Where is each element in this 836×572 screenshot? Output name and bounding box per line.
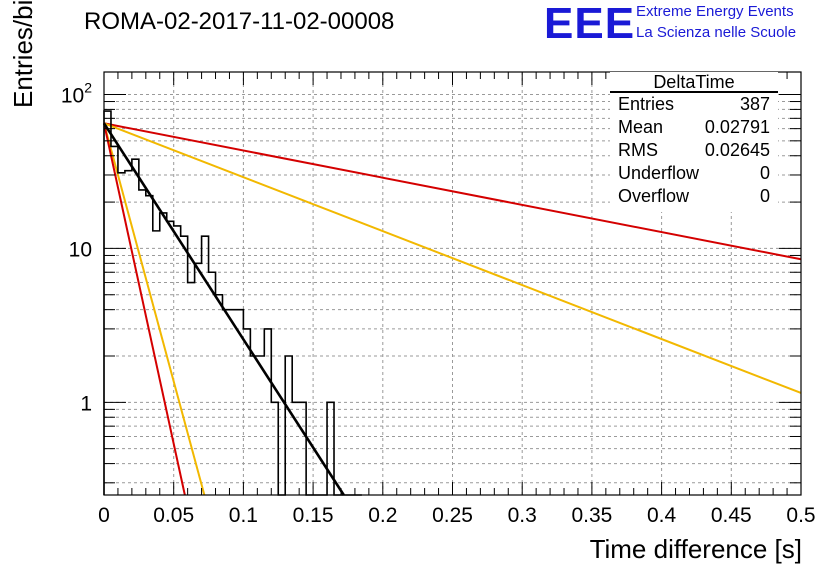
stats-row-label: Entries xyxy=(618,94,674,114)
stats-row-value: 0.02791 xyxy=(705,117,770,137)
x-tick-label: 0.3 xyxy=(508,504,537,527)
x-tick-label: 0.25 xyxy=(432,504,473,527)
logo-subtitle-2: La Scienza nelle Scuole xyxy=(636,24,797,41)
y-tick-label: 102 xyxy=(61,79,92,107)
stats-row-label: Mean xyxy=(618,117,663,137)
stats-row-value: 0 xyxy=(760,163,770,183)
stats-row-value: 0.02645 xyxy=(705,140,770,160)
x-tick-label: 0.15 xyxy=(293,504,334,527)
y-tick-label: 10 xyxy=(69,238,92,261)
eee-logo: EEE xyxy=(544,0,636,48)
x-tick-label: 0.1 xyxy=(229,504,258,527)
stats-box-bg xyxy=(610,72,778,212)
x-axis-label: Time difference [s] xyxy=(589,534,802,564)
histogram-bins xyxy=(103,110,362,496)
logo-subtitle-1: Extreme Energy Events xyxy=(636,3,794,20)
x-tick-label: 0.45 xyxy=(711,504,752,527)
curve-red-0 xyxy=(103,122,802,261)
x-tick-label: 0.35 xyxy=(571,504,612,527)
axes: 0 0.05 0.1 0.15 0.2 0.25 0.3 0.35 0.4 0.45 0.5 1 10 1… xyxy=(61,71,816,527)
curve-orange-2 xyxy=(103,123,206,496)
histogram xyxy=(103,110,362,496)
x-tick-label: 0.05 xyxy=(153,504,194,527)
stats-box-title: DeltaTime xyxy=(653,72,734,92)
x-tick-label: 0.4 xyxy=(647,504,677,527)
y-tick-label: 1 xyxy=(80,392,92,415)
stats-row-value: 0 xyxy=(760,186,770,206)
stats-row-label: Overflow xyxy=(618,186,690,206)
x-tick-label: 0.2 xyxy=(368,504,397,527)
stats-row-label: Underflow xyxy=(618,163,700,183)
stats-row-label: RMS xyxy=(618,140,658,160)
chart-title: ROMA-02-2017-11-02-00008 xyxy=(84,8,395,35)
x-tick-label: 0.5 xyxy=(786,504,815,527)
x-tick-label: 0 xyxy=(98,504,110,527)
curve-orange-1 xyxy=(103,122,802,394)
curve-red-3 xyxy=(103,123,186,496)
stats-row-value: 387 xyxy=(740,94,770,114)
